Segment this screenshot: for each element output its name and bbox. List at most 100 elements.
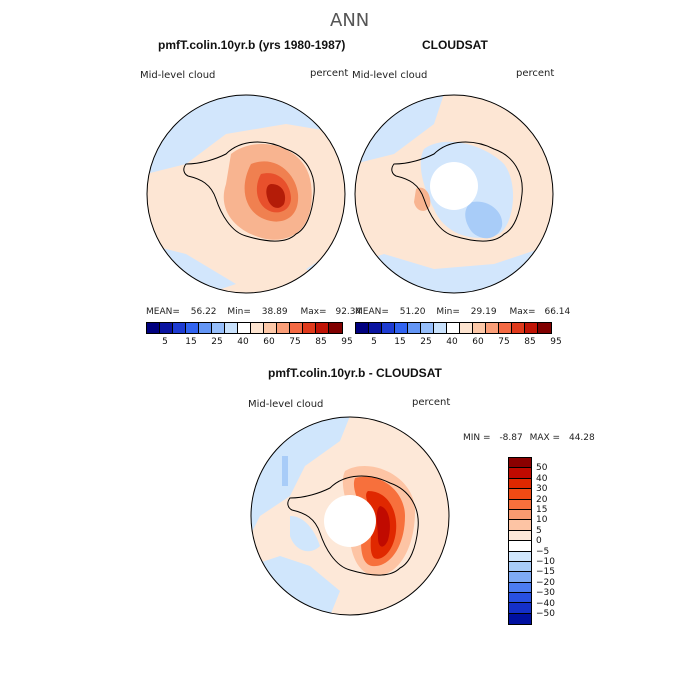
dark-red-core	[266, 184, 286, 208]
dark-red-core	[376, 506, 390, 547]
model-colorbar-swatch	[290, 323, 303, 333]
model-colorbar-tick-label: 40	[237, 337, 249, 347]
diff-colorbar-tick-label: −40	[536, 598, 555, 609]
obs-colorbar-tick-label: 5	[371, 337, 377, 347]
diff-variable-label: Mid-level cloud	[248, 399, 324, 410]
diff-colorbar-swatch	[509, 499, 531, 510]
obs-max-value: 66.14	[544, 307, 571, 317]
obs-colorbar-swatch	[473, 323, 486, 333]
diff-colorbar-tick-label: −20	[536, 577, 555, 588]
map-border	[250, 416, 450, 616]
diff-colorbar-tick-label: 40	[536, 473, 548, 484]
model-colorbar-swatch	[160, 323, 173, 333]
diff-colorbar-swatch	[509, 458, 531, 469]
diff-colorbar-swatch	[509, 478, 531, 490]
obs-colorbar-tick-label: 60	[472, 337, 484, 347]
diff-min-value: -8.87	[499, 433, 523, 443]
diff-stats: MIN = -8.87 MAX = 44.28	[463, 433, 595, 443]
diff-colorbar-tick-label: −10	[536, 557, 555, 567]
diff-colorbar-tick-label: −30	[536, 588, 555, 599]
diff-colorbar-tick-label: 5	[536, 525, 542, 536]
model-colorbar-swatch	[186, 323, 199, 333]
obs-colorbar-swatch	[395, 323, 408, 333]
diff-colorbar-tick-label: −50	[536, 609, 555, 619]
model-colorbar-swatch	[316, 323, 329, 333]
main-title: ANN	[330, 10, 370, 31]
obs-stats: MEAN= 51.20 Min= 29.19 Max= 66.14	[355, 307, 570, 317]
diff-colorbar-tick-label: 0	[536, 536, 542, 547]
coastline	[287, 475, 419, 576]
model-colorbar	[146, 322, 343, 334]
diff-panel-title: pmfT.colin.10yr.b - CLOUDSAT	[268, 366, 442, 380]
obs-colorbar-swatch	[512, 323, 525, 333]
map-border	[354, 94, 554, 294]
diff-colorbar	[508, 457, 532, 626]
diff-colorbar-tick-label: −5	[536, 546, 550, 557]
model-colorbar-swatch	[212, 323, 225, 333]
obs-colorbar-swatch	[434, 323, 447, 333]
obs-colorbar-tick-label: 75	[498, 337, 510, 347]
obs-colorbar-swatch	[460, 323, 473, 333]
diff-colorbar-swatch	[509, 603, 531, 614]
diff-polar-map	[250, 416, 450, 616]
obs-colorbar-swatch	[369, 323, 382, 333]
obs-polar-map	[354, 94, 554, 294]
model-colorbar-swatch	[264, 323, 277, 333]
missing-data-hole	[430, 162, 478, 210]
model-colorbar-swatch	[173, 323, 186, 333]
obs-colorbar-swatch	[356, 323, 369, 333]
obs-mean-value: 51.20	[399, 307, 426, 317]
obs-min-value: 29.19	[470, 307, 497, 317]
model-colorbar-swatch	[329, 323, 342, 333]
model-units-label: percent	[310, 68, 349, 79]
obs-colorbar-swatch	[382, 323, 395, 333]
diff-colorbar-swatch	[509, 509, 531, 521]
diff-colorbar-tick-label: 30	[536, 484, 548, 495]
diff-colorbar-swatch	[509, 593, 531, 604]
model-colorbar-tick-label: 25	[211, 337, 223, 347]
model-colorbar-swatch	[147, 323, 160, 333]
diff-colorbar-tick-label: 10	[536, 515, 548, 526]
obs-max-label: Max=	[509, 307, 536, 317]
diff-colorbar-tick-label: −15	[536, 567, 555, 578]
obs-colorbar-swatch	[421, 323, 434, 333]
model-colorbar-tick-label: 75	[289, 337, 301, 347]
obs-colorbar-swatch	[499, 323, 512, 333]
diff-colorbar-tick-label: 15	[536, 505, 548, 515]
obs-panel-title: CLOUDSAT	[422, 38, 488, 52]
obs-variable-label: Mid-level cloud	[352, 70, 428, 81]
coastline	[183, 141, 315, 242]
model-stats: MEAN= 56.22 Min= 38.89 Max= 92.34	[146, 307, 361, 317]
missing-data-hole	[324, 495, 376, 547]
diff-colorbar-swatch	[509, 541, 531, 552]
diff-colorbar-swatch	[509, 561, 531, 573]
map-border	[146, 94, 346, 294]
obs-colorbar-swatch	[486, 323, 499, 333]
diff-max-value: 44.28	[568, 433, 595, 443]
model-colorbar-tick-label: 60	[263, 337, 275, 347]
model-colorbar-swatch	[303, 323, 316, 333]
model-polar-map	[146, 94, 346, 294]
light-blue-region	[290, 516, 320, 552]
blue-region	[465, 201, 503, 239]
diff-min-label: MIN =	[463, 433, 491, 443]
diff-colorbar-swatch	[509, 551, 531, 562]
blue-region	[282, 456, 288, 486]
model-min-label: Min=	[227, 307, 251, 317]
obs-mean-label: MEAN=	[355, 307, 389, 317]
model-variable-label: Mid-level cloud	[140, 70, 216, 81]
diff-colorbar-swatch	[509, 468, 531, 479]
model-colorbar-tick-label: 15	[185, 337, 197, 347]
diff-max-label: MAX =	[529, 433, 561, 443]
model-colorbar-swatch	[251, 323, 264, 333]
model-mean-value: 56.22	[190, 307, 217, 317]
obs-colorbar-tick-label: 15	[394, 337, 406, 347]
coastline	[391, 141, 523, 242]
model-mean-label: MEAN=	[146, 307, 180, 317]
diff-colorbar-tick-label: 20	[536, 494, 548, 505]
obs-units-label: percent	[516, 68, 555, 79]
obs-colorbar-swatch	[538, 323, 551, 333]
diff-colorbar-swatch	[509, 613, 531, 625]
diff-colorbar-swatch	[509, 572, 531, 583]
obs-colorbar-ticks: 5 15 25 40 60 75 85 95	[355, 337, 562, 349]
